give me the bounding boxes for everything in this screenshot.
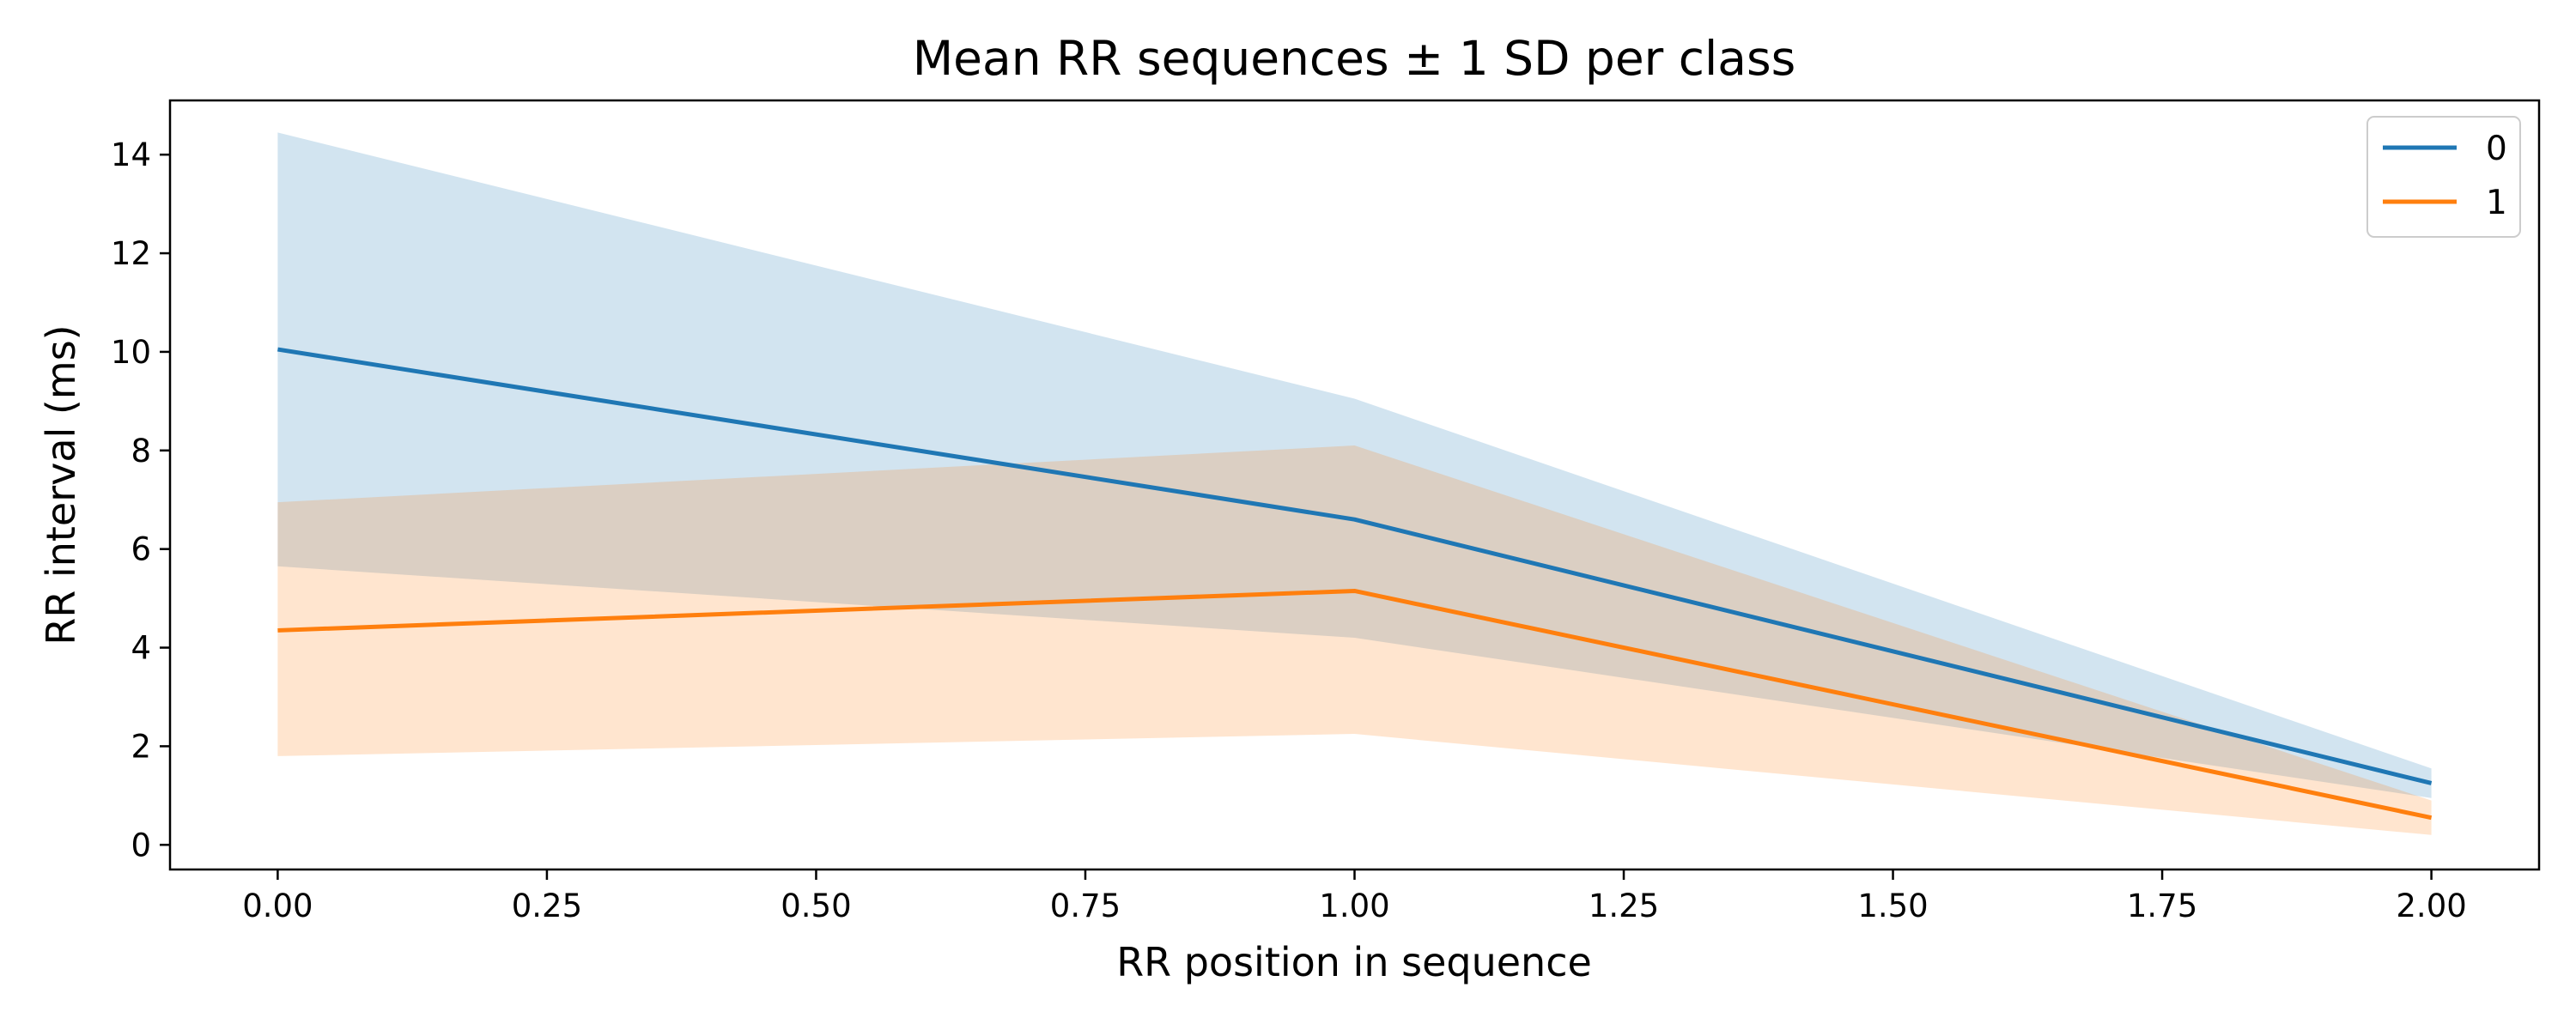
sd-bands (277, 132, 2432, 835)
legend-item-1[interactable]: 1 (2383, 184, 2507, 222)
x-tick-label: 1.50 (1857, 888, 1928, 924)
legend-label: 1 (2486, 184, 2507, 222)
y-tick-label: 6 (131, 531, 151, 568)
mean-line-series-1 (277, 588, 2433, 821)
legend-item-0[interactable]: 0 (2383, 130, 2507, 168)
x-tick-label: 0.75 (1050, 888, 1121, 924)
mean-line-series-0 (277, 347, 2433, 785)
legend[interactable]: 01 (2366, 116, 2521, 238)
x-tick-label: 1.75 (2127, 888, 2197, 924)
mean-lines (277, 347, 2433, 821)
sd-band-series-0 (277, 132, 2432, 798)
y-tick-label: 0 (131, 827, 151, 863)
y-axis-label: RR interval (ms) (38, 324, 84, 645)
y-tick-label: 10 (111, 334, 151, 371)
x-tick-label: 1.00 (1319, 888, 1389, 924)
x-tick-label: 1.25 (1589, 888, 1659, 924)
x-tick-label: 0.50 (781, 888, 851, 924)
y-axis-ticks: 0 2 4 6 8 10 12 14 (111, 136, 170, 863)
x-tick-label: 0.00 (242, 888, 313, 924)
x-tick-label: 0.25 (512, 888, 582, 924)
x-axis-label: RR position in sequence (1116, 939, 1592, 985)
y-tick-label: 2 (131, 728, 151, 765)
x-tick-label: 2.00 (2396, 888, 2466, 924)
y-tick-label: 4 (131, 630, 151, 667)
sd-band-series-1 (277, 445, 2432, 835)
x-axis-ticks: 0.00 0.25 0.50 0.75 1.00 1.25 1.50 1.75 2.00 (242, 869, 2467, 924)
y-tick-label: 14 (111, 136, 151, 173)
chart-title: Mean RR sequences ± 1 SD per class (913, 31, 1796, 86)
y-tick-label: 12 (111, 235, 151, 272)
legend-label: 0 (2486, 130, 2507, 168)
y-tick-label: 8 (131, 433, 151, 470)
